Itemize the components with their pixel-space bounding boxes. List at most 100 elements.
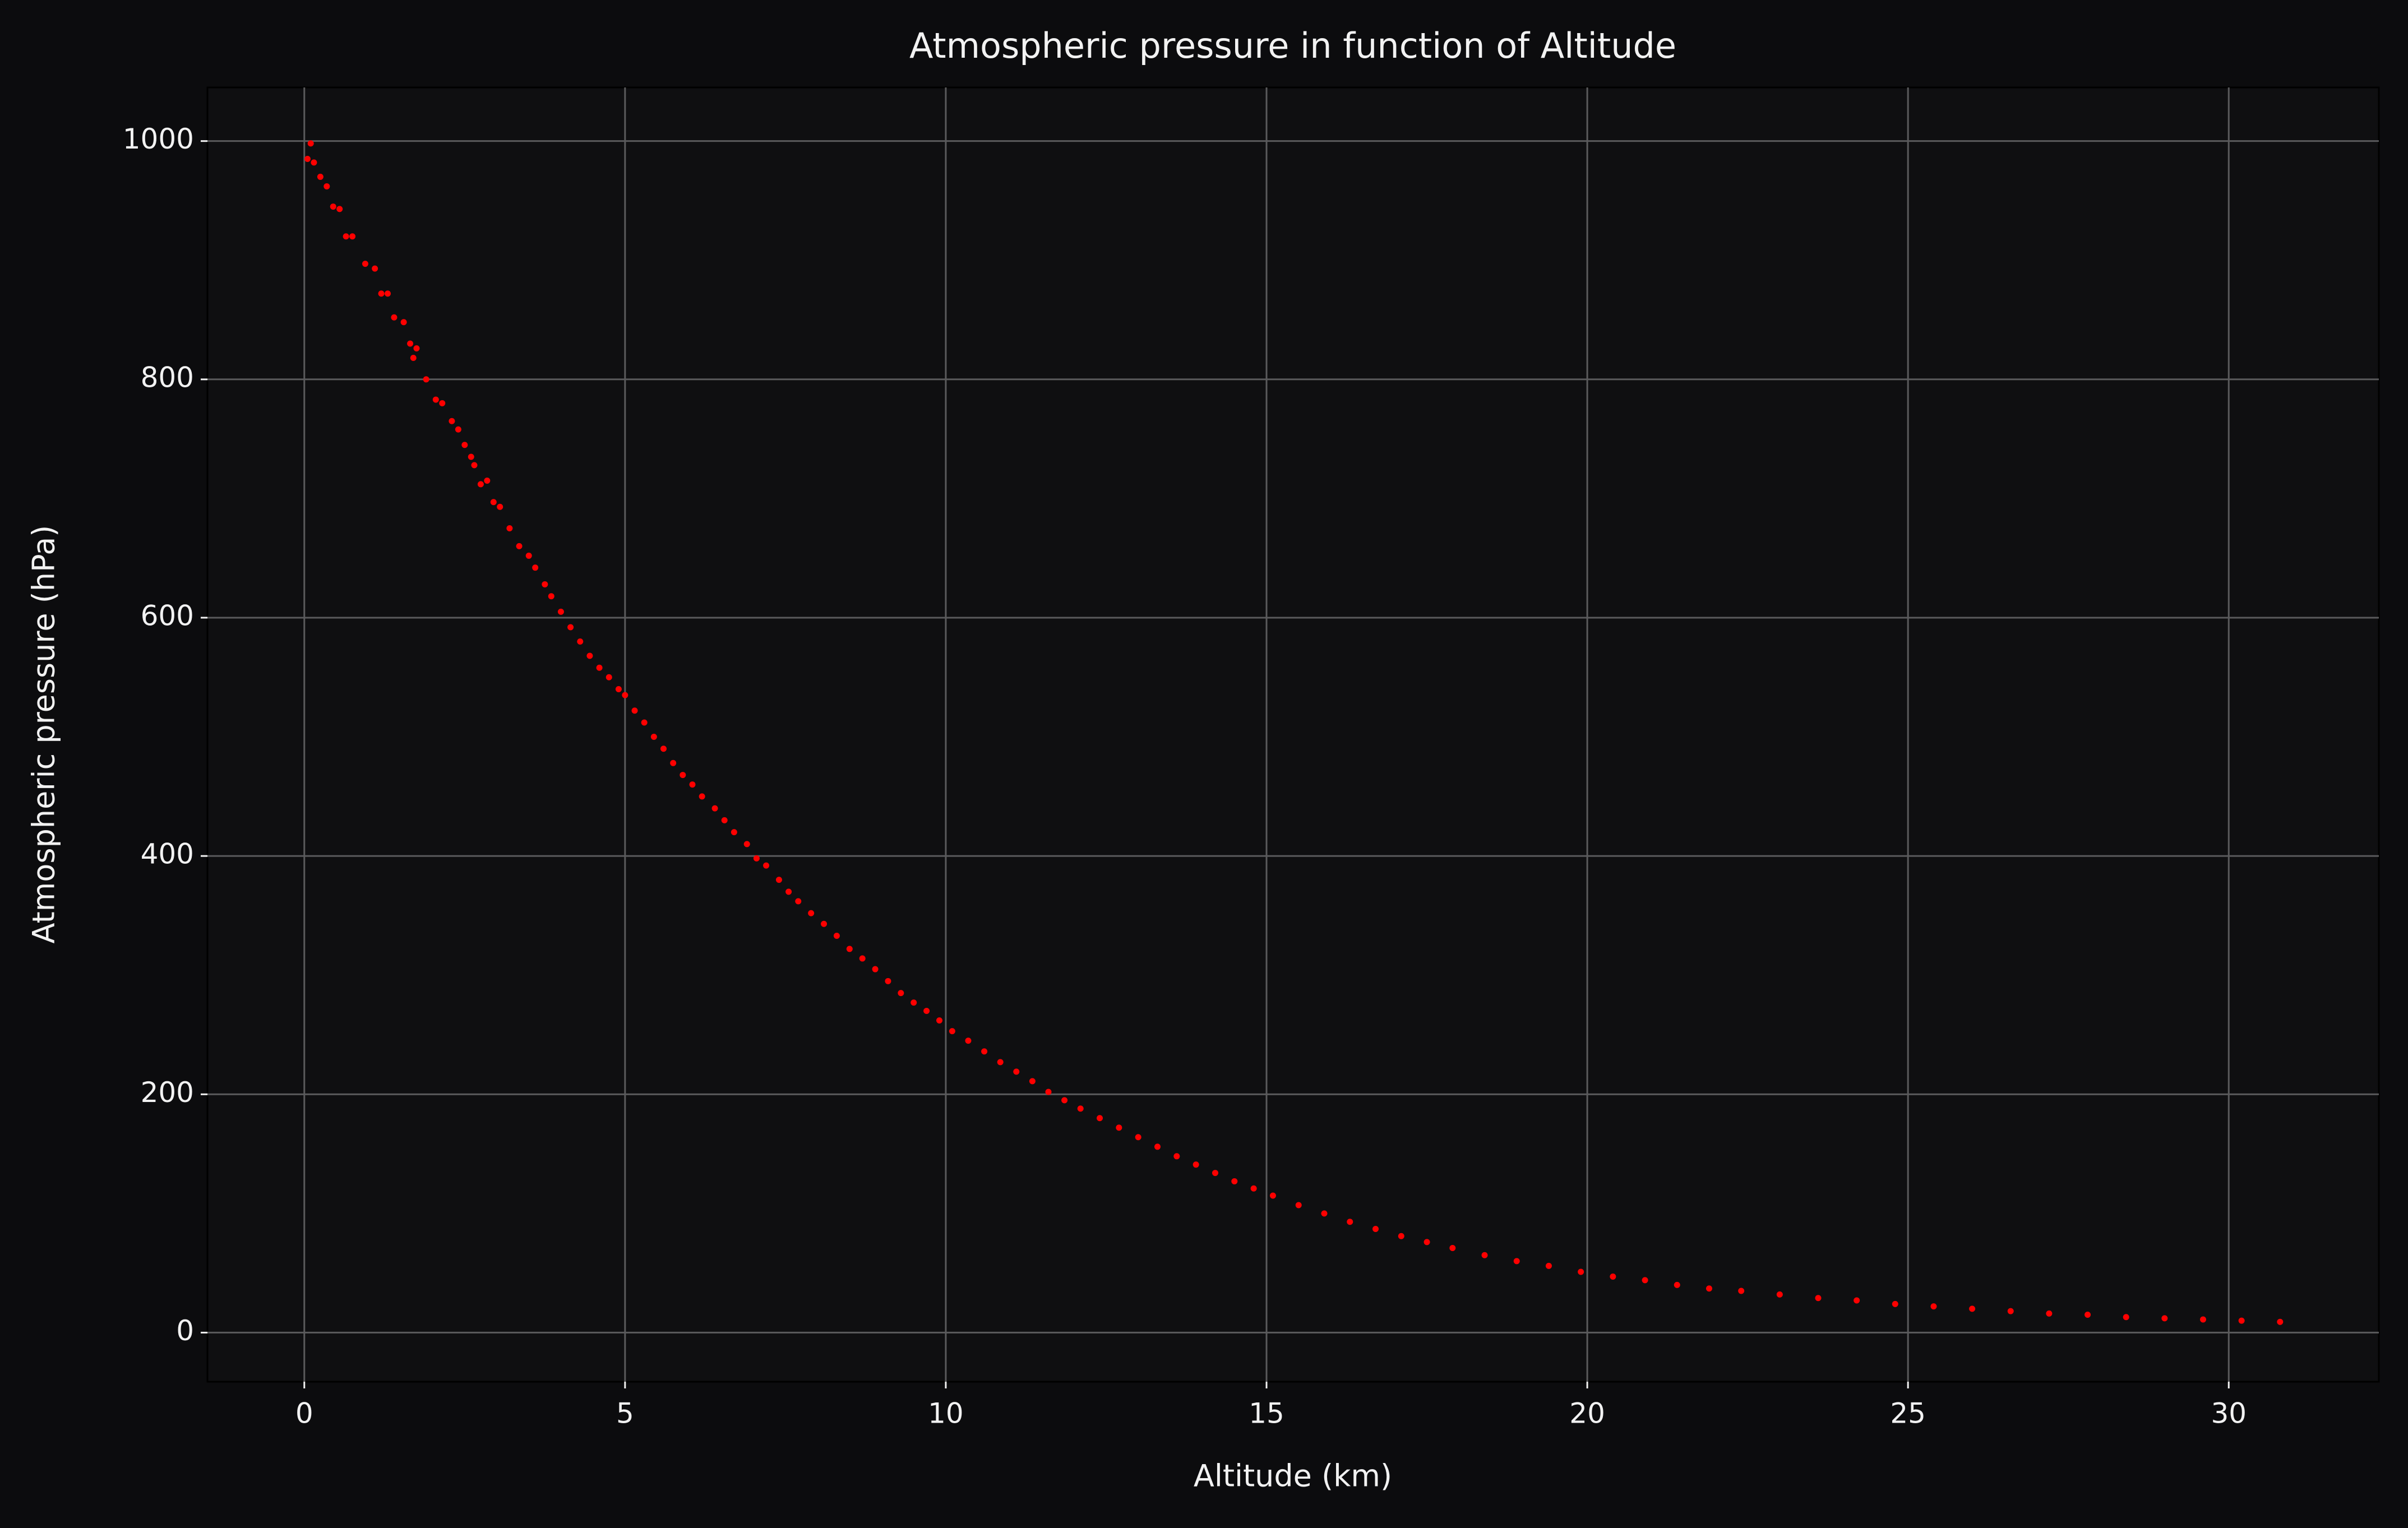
point <box>622 692 628 698</box>
point <box>407 340 414 347</box>
point <box>2123 1314 2129 1321</box>
point <box>304 156 311 163</box>
point <box>650 734 657 740</box>
point <box>641 719 648 726</box>
point <box>981 1048 988 1055</box>
point <box>936 1017 942 1024</box>
x-tick-label: 30 <box>2211 1397 2247 1430</box>
point <box>1154 1143 1161 1150</box>
point <box>385 290 391 297</box>
x-tick-label: 25 <box>1890 1397 1926 1430</box>
point <box>965 1038 972 1044</box>
plot-area <box>206 86 2380 1383</box>
point <box>1513 1258 1520 1265</box>
point <box>1969 1305 1976 1312</box>
point <box>525 552 532 559</box>
point <box>1045 1089 1052 1095</box>
point <box>455 426 461 433</box>
chart-title: Atmospheric pressure in function of Alti… <box>909 25 1676 66</box>
point <box>532 564 539 571</box>
point <box>680 772 686 779</box>
point <box>795 898 802 905</box>
point <box>413 345 420 352</box>
point <box>1212 1170 1218 1177</box>
point <box>378 290 385 297</box>
point <box>1930 1303 1937 1310</box>
point <box>2161 1315 2168 1322</box>
point <box>1347 1219 1353 1225</box>
y-tick-label: 400 <box>141 838 194 871</box>
point <box>753 855 760 862</box>
point <box>1642 1277 1648 1284</box>
y-tick-label: 200 <box>141 1076 194 1109</box>
y-tick-label: 800 <box>141 361 194 393</box>
point <box>689 781 696 788</box>
point <box>1854 1297 1860 1304</box>
point <box>497 503 503 510</box>
point <box>1738 1288 1745 1294</box>
point <box>349 233 356 240</box>
point <box>1116 1124 1122 1131</box>
point <box>586 652 593 659</box>
point <box>1706 1285 1712 1292</box>
point <box>763 862 770 869</box>
point <box>2277 1318 2284 1325</box>
point <box>400 319 407 326</box>
point <box>1295 1202 1302 1208</box>
point <box>1449 1244 1456 1251</box>
point <box>1193 1161 1199 1168</box>
point <box>1776 1291 1783 1298</box>
point <box>596 664 603 671</box>
point <box>1061 1097 1068 1104</box>
point <box>785 888 792 895</box>
point <box>1610 1274 1616 1280</box>
y-tick-label: 1000 <box>123 123 194 155</box>
x-tick-label: 0 <box>295 1397 313 1430</box>
point <box>775 877 782 883</box>
point <box>949 1028 955 1035</box>
point <box>1077 1105 1084 1112</box>
point <box>743 841 750 848</box>
x-tick-label: 20 <box>1569 1397 1605 1430</box>
point <box>449 418 455 424</box>
point <box>362 261 368 267</box>
point <box>1029 1078 1036 1085</box>
point <box>872 966 879 973</box>
point <box>731 829 737 836</box>
point <box>432 396 439 403</box>
point <box>2046 1310 2053 1317</box>
point <box>1481 1252 1488 1258</box>
point <box>923 1007 930 1014</box>
point <box>1231 1178 1238 1184</box>
point <box>410 355 417 362</box>
point <box>307 140 314 147</box>
point <box>846 946 853 952</box>
point <box>631 707 638 714</box>
point <box>898 990 904 997</box>
point <box>317 173 323 180</box>
y-tick-label: 0 <box>176 1314 194 1347</box>
point <box>1578 1268 1584 1275</box>
point <box>670 760 677 766</box>
point <box>711 805 718 812</box>
point <box>311 159 317 166</box>
point <box>468 453 474 460</box>
point <box>2007 1308 2014 1314</box>
point <box>516 543 523 549</box>
x-tick-label: 10 <box>928 1397 964 1430</box>
x-tick-label: 5 <box>616 1397 634 1430</box>
point <box>490 499 497 506</box>
point <box>2085 1312 2091 1318</box>
point <box>1135 1134 1141 1141</box>
point <box>439 400 446 406</box>
point <box>423 376 429 383</box>
point <box>336 206 343 212</box>
point <box>1423 1239 1430 1245</box>
point <box>1545 1262 1552 1269</box>
point <box>567 624 574 631</box>
point <box>506 525 513 532</box>
point <box>2199 1316 2206 1323</box>
point <box>1892 1300 1898 1307</box>
